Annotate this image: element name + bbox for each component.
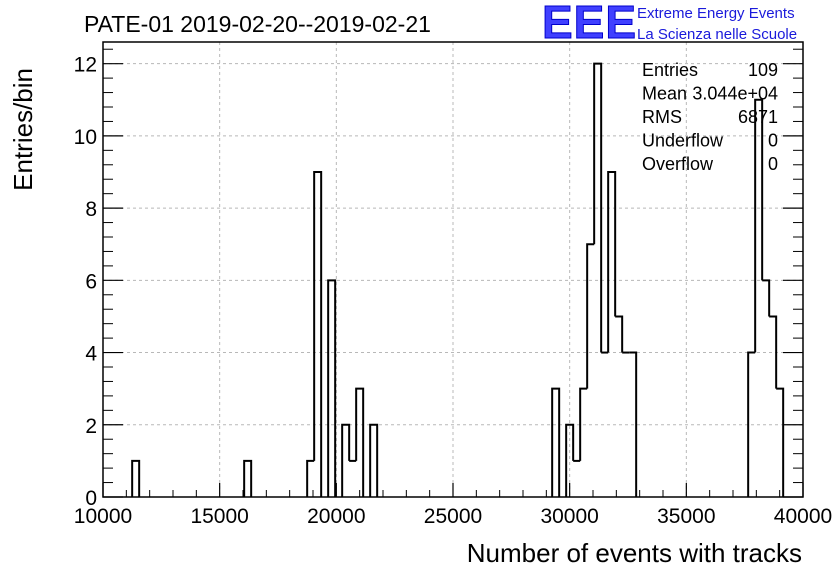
y-tick-label: 0: [85, 487, 97, 510]
stats-value: 0: [768, 131, 778, 151]
histogram-bar: [593, 62, 603, 353]
y-tick-label: 10: [74, 126, 97, 149]
stats-value: 6871: [738, 107, 778, 127]
histogram-bar: [615, 315, 624, 353]
histogram-bar: [131, 459, 141, 497]
histogram-bar: [747, 351, 756, 497]
histogram-bar: [327, 279, 337, 497]
stats-box: Entries 109 Mean 3.044e+04 RMS 6871 Underflow 0…: [642, 60, 778, 174]
chart-title: PATE-01 2019-02-20--2019-02-21: [84, 11, 431, 37]
histogram-bar: [607, 171, 617, 353]
x-axis-title: Number of events with tracks: [467, 538, 802, 568]
histogram-bars: [131, 62, 785, 497]
y-tick-label: 12: [74, 54, 97, 77]
histogram-bar: [355, 387, 365, 497]
y-tick-label: 8: [85, 198, 97, 221]
stats-label: Mean: [642, 84, 687, 104]
logo-line-2: La Scienza nelle Scuole: [637, 26, 797, 43]
x-tick-label: 25000: [424, 505, 482, 528]
histogram-bar: [762, 279, 771, 317]
y-tick-label: 6: [85, 270, 97, 293]
x-tick-label: 20000: [307, 505, 365, 528]
histogram-bar: [586, 243, 595, 389]
histogram-bar: [629, 351, 638, 497]
histogram-bar: [341, 423, 351, 497]
x-tick-labels: 10000 15000 20000 25000 30000 35000 40000: [74, 505, 832, 528]
histogram-bar: [243, 459, 253, 497]
histogram-bar: [313, 171, 323, 497]
histogram-bar: [369, 423, 379, 497]
histogram-bar: [769, 315, 778, 389]
y-tick-labels: 0 2 4 6 8 10 12: [74, 54, 98, 510]
y-tick-label: 4: [85, 343, 97, 366]
x-tick-label: 15000: [190, 505, 248, 528]
histogram-bar: [306, 459, 315, 497]
stats-label: Entries: [642, 60, 698, 80]
histogram-bar: [579, 387, 588, 461]
stats-value: 0: [768, 154, 778, 174]
stats-value: 3.044e+04: [692, 84, 778, 104]
histogram-bar: [754, 98, 764, 353]
stats-label: Overflow: [642, 154, 714, 174]
stats-label: Underflow: [642, 131, 724, 151]
eee-logo-mark: EEE: [542, 0, 637, 48]
stats-label: RMS: [642, 107, 682, 127]
logo-line-1: Extreme Energy Events: [637, 5, 795, 22]
y-axis-title: Entries/bin: [8, 68, 38, 191]
histogram-bar: [565, 423, 575, 497]
plot-frame: [102, 41, 804, 498]
stats-value: 109: [748, 60, 778, 80]
x-tick-label: 30000: [540, 505, 598, 528]
histogram-bar: [551, 387, 561, 497]
x-tick-label: 35000: [657, 505, 715, 528]
x-tick-label: 10000: [74, 505, 132, 528]
grid-lines: [103, 42, 803, 497]
y-tick-label: 2: [85, 415, 97, 438]
x-tick-label: 40000: [774, 505, 832, 528]
histogram-bar: [776, 387, 785, 497]
eee-logo: EEE Extreme Energy Events La Scienza nel…: [542, 0, 798, 49]
